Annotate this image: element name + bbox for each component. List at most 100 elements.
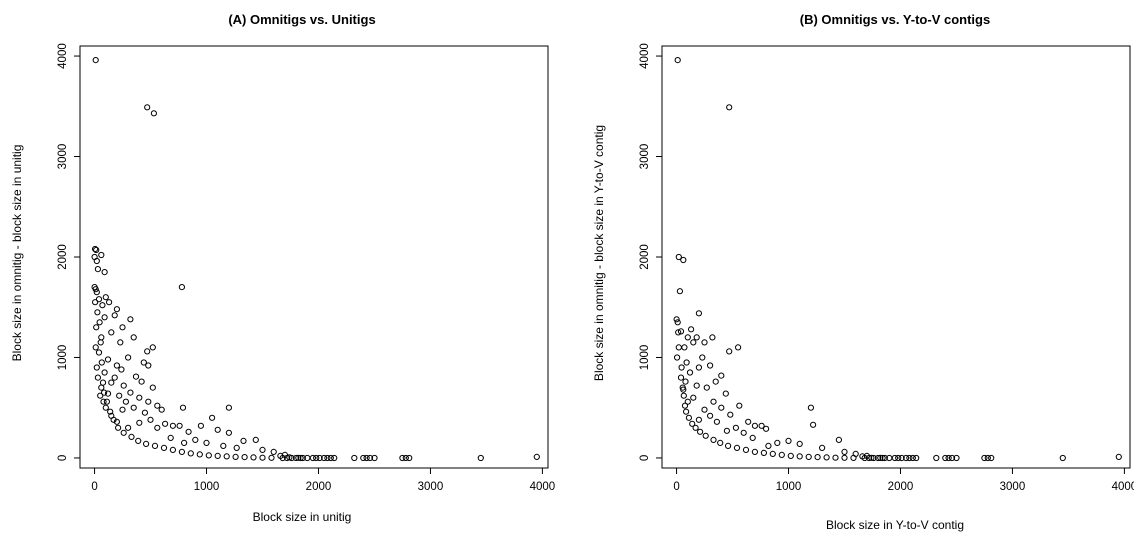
y-tick-label: 4000 xyxy=(639,43,651,69)
x-tick-label: 2000 xyxy=(306,481,332,493)
data-point xyxy=(130,404,137,411)
data-point xyxy=(674,57,681,64)
data-point xyxy=(106,299,113,306)
y-tick-label: 3000 xyxy=(57,144,69,170)
data-point xyxy=(115,424,122,431)
data-point xyxy=(875,454,882,462)
data-point xyxy=(953,454,960,462)
y-tick-label: 0 xyxy=(57,455,69,461)
data-point xyxy=(313,454,320,462)
data-point xyxy=(810,421,817,428)
data-point xyxy=(751,422,759,429)
data-point xyxy=(327,454,334,462)
data-point xyxy=(988,454,995,462)
data-point xyxy=(309,454,316,462)
data-point xyxy=(169,446,176,453)
data-point xyxy=(209,414,216,421)
data-point xyxy=(250,454,257,461)
data-point xyxy=(97,392,104,399)
data-point xyxy=(718,372,725,379)
data-point xyxy=(120,382,127,389)
data-point xyxy=(94,309,101,316)
data-point xyxy=(147,416,154,423)
data-point xyxy=(94,374,102,381)
data-point xyxy=(805,453,812,460)
data-point xyxy=(678,364,685,371)
data-point xyxy=(740,429,747,436)
data-point xyxy=(477,454,484,462)
data-point xyxy=(93,246,100,254)
data-point xyxy=(316,454,323,462)
data-point xyxy=(154,402,161,409)
data-point xyxy=(160,444,168,451)
data-point xyxy=(758,422,765,429)
data-point xyxy=(850,454,857,461)
data-point xyxy=(680,256,687,264)
data-point xyxy=(127,316,134,323)
data-point xyxy=(196,451,203,458)
data-point xyxy=(110,416,117,423)
data-point xyxy=(749,434,756,441)
data-point xyxy=(108,329,115,336)
data-point xyxy=(676,288,684,295)
data-point xyxy=(898,454,905,462)
data-point xyxy=(984,454,991,462)
data-point xyxy=(252,436,259,443)
data-point xyxy=(690,339,697,346)
data-point xyxy=(92,299,99,306)
data-point xyxy=(145,398,152,405)
data-point xyxy=(680,392,687,399)
data-point xyxy=(154,424,161,431)
data-point xyxy=(933,454,940,462)
data-point xyxy=(819,444,826,451)
data-points xyxy=(673,57,1122,462)
data-point xyxy=(99,379,107,386)
data-point xyxy=(981,454,988,462)
data-point xyxy=(701,339,708,346)
data-point xyxy=(181,439,188,446)
data-point xyxy=(683,359,690,366)
x-axis-label: Block size in unitig xyxy=(253,510,352,524)
data-point xyxy=(684,334,691,341)
data-point xyxy=(214,426,221,433)
data-point xyxy=(909,454,916,462)
data-point xyxy=(399,454,406,462)
data-point xyxy=(674,354,681,361)
data-point xyxy=(94,266,102,273)
data-point xyxy=(814,454,821,461)
data-point xyxy=(144,348,151,355)
data-point xyxy=(92,245,99,253)
data-point xyxy=(92,57,99,64)
data-point xyxy=(406,454,413,462)
data-point xyxy=(823,454,830,461)
data-point xyxy=(685,414,693,421)
y-tick-label: 4000 xyxy=(57,43,69,69)
y-tick-label: 2000 xyxy=(639,244,651,270)
data-point xyxy=(674,319,681,326)
data-point xyxy=(279,454,286,462)
data-point xyxy=(832,454,839,461)
data-point xyxy=(366,454,374,462)
data-point xyxy=(745,418,752,425)
data-point xyxy=(241,454,248,461)
data-point xyxy=(223,453,230,460)
data-point xyxy=(881,454,888,462)
data-point xyxy=(675,329,682,336)
data-point xyxy=(93,289,100,296)
data-point xyxy=(108,379,115,386)
data-point xyxy=(895,454,902,462)
data-point xyxy=(710,398,717,405)
data-point xyxy=(288,454,295,462)
x-tick-label: 4000 xyxy=(530,481,556,493)
data-point xyxy=(96,319,103,326)
data-point xyxy=(111,312,118,319)
data-point xyxy=(99,302,106,309)
data-point xyxy=(203,439,210,446)
data-point xyxy=(673,316,680,323)
data-point xyxy=(299,454,306,462)
x-tick-label: 0 xyxy=(673,481,679,493)
data-point xyxy=(136,394,143,401)
data-point xyxy=(868,454,875,461)
data-point xyxy=(841,448,848,455)
